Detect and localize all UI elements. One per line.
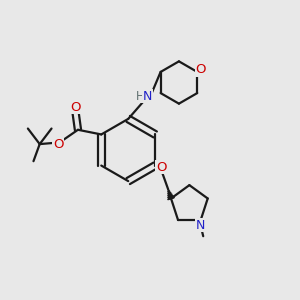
Text: O: O bbox=[70, 100, 81, 114]
Text: N: N bbox=[196, 219, 206, 232]
Text: O: O bbox=[156, 160, 166, 174]
Text: O: O bbox=[53, 138, 64, 151]
Text: N: N bbox=[143, 90, 152, 103]
Text: O: O bbox=[196, 63, 206, 76]
Text: H: H bbox=[136, 90, 145, 103]
Polygon shape bbox=[168, 190, 173, 199]
